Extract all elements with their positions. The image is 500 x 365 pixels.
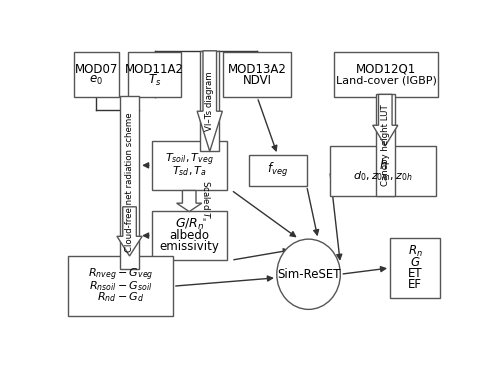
Text: emissivity: emissivity: [160, 241, 220, 253]
FancyBboxPatch shape: [74, 52, 118, 97]
Text: Land-cover (IGBP): Land-cover (IGBP): [336, 75, 436, 85]
FancyBboxPatch shape: [376, 95, 395, 196]
Text: MOD11A2: MOD11A2: [125, 62, 184, 76]
Text: $e_0$: $e_0$: [90, 74, 104, 87]
Text: $T_s$: $T_s$: [148, 73, 161, 88]
Text: NDVI: NDVI: [242, 74, 272, 87]
Text: MOD07: MOD07: [74, 62, 118, 76]
Text: MOD13A2: MOD13A2: [228, 62, 286, 76]
Text: MOD12Q1: MOD12Q1: [356, 62, 416, 76]
Polygon shape: [197, 51, 222, 151]
Text: $R_n$: $R_n$: [408, 243, 422, 259]
FancyBboxPatch shape: [224, 52, 291, 97]
FancyBboxPatch shape: [120, 96, 139, 269]
Text: $T_{sd}, T_a$: $T_{sd}, T_a$: [172, 164, 207, 178]
Text: $G$: $G$: [410, 256, 420, 269]
FancyBboxPatch shape: [152, 211, 227, 260]
Text: $R_{nd}-G_d$: $R_{nd}-G_d$: [97, 291, 144, 304]
Text: Canopy height LUT: Canopy height LUT: [381, 104, 390, 186]
FancyBboxPatch shape: [68, 256, 173, 316]
Text: albedo: albedo: [170, 229, 209, 242]
Polygon shape: [372, 95, 398, 146]
FancyBboxPatch shape: [200, 51, 220, 151]
Text: VI–Ts diagram: VI–Ts diagram: [206, 71, 214, 131]
Polygon shape: [117, 207, 142, 256]
FancyBboxPatch shape: [390, 238, 440, 298]
Text: $T_{soil}, T_{veg}$: $T_{soil}, T_{veg}$: [165, 151, 214, 168]
Text: Scaled $T_s$: Scaled $T_s$: [199, 180, 211, 222]
Text: $R_{nsoil}-G_{soil}$: $R_{nsoil}-G_{soil}$: [89, 279, 152, 293]
Text: $R_{nveg}-G_{veg}$: $R_{nveg}-G_{veg}$: [88, 267, 154, 283]
Polygon shape: [176, 191, 202, 212]
Text: Sim-ReSET: Sim-ReSET: [277, 268, 340, 281]
FancyBboxPatch shape: [152, 141, 227, 190]
FancyBboxPatch shape: [128, 52, 180, 97]
Text: ET: ET: [408, 267, 422, 280]
FancyBboxPatch shape: [248, 155, 306, 186]
Text: EF: EF: [408, 278, 422, 291]
Ellipse shape: [277, 239, 340, 310]
Text: $G/R_n$: $G/R_n$: [174, 217, 204, 232]
Text: $f_{veg}$: $f_{veg}$: [267, 161, 288, 179]
FancyBboxPatch shape: [334, 52, 438, 97]
Text: $d_0, z_{0m}, z_{0h}$: $d_0, z_{0m}, z_{0h}$: [354, 170, 413, 184]
Text: $h$: $h$: [379, 158, 388, 172]
Text: Cloud-free net radiation scheme: Cloud-free net radiation scheme: [125, 112, 134, 252]
FancyBboxPatch shape: [330, 146, 436, 196]
